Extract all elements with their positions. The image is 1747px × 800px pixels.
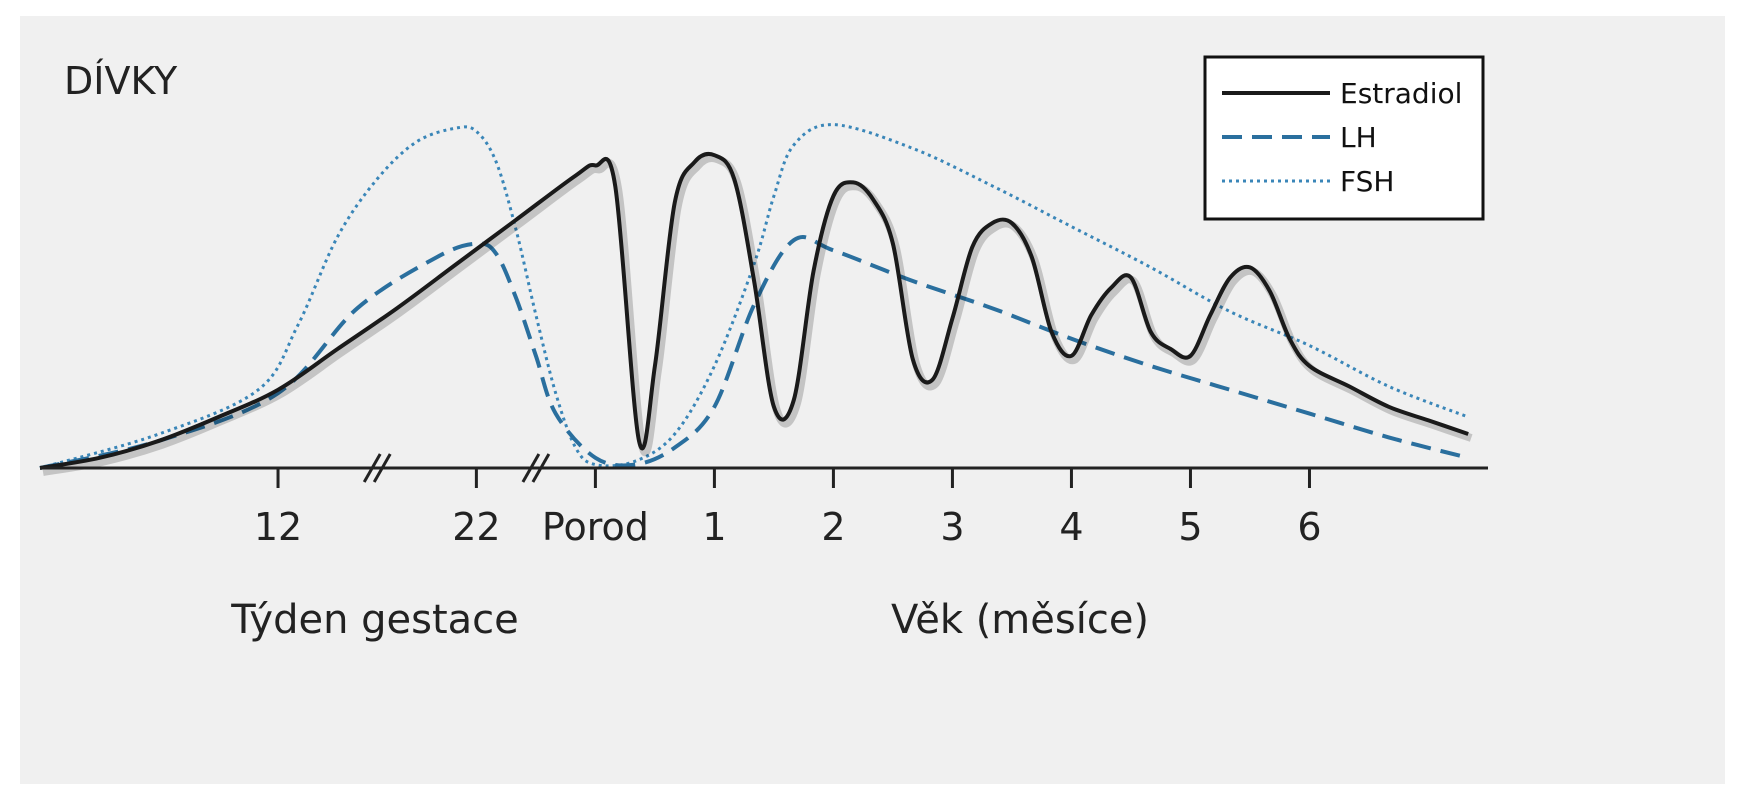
legend-label-fsh: FSH	[1340, 165, 1394, 198]
axis-break-mark	[531, 453, 551, 483]
chart-title: DÍVKY	[64, 59, 178, 103]
series-line-fsh	[39, 123, 1469, 470]
x-axis-label-age: Věk (měsíce)	[891, 597, 1149, 643]
x-tick-label: 6	[1297, 505, 1321, 549]
chart-panel: DÍVKY 12 22 Porod 1 2 3 4 5 6 Týden gestace Věk …	[20, 16, 1725, 784]
legend-label-lh: LH	[1340, 121, 1377, 154]
x-axis-label-gestation: Týden gestace	[230, 597, 519, 643]
x-tick-label: 5	[1178, 505, 1202, 549]
axis-break-mark	[362, 453, 382, 483]
series-line-estradiol	[39, 151, 1469, 470]
x-tick-label: 12	[254, 505, 302, 549]
x-tick-label: 2	[821, 505, 845, 549]
legend-label-estradiol: Estradiol	[1340, 77, 1462, 110]
series-lines	[39, 123, 1473, 476]
x-tick-label: 1	[702, 505, 726, 549]
legend: Estradiol LH FSH	[1203, 55, 1485, 221]
hormone-chart: DÍVKY 12 22 Porod 1 2 3 4 5 6 Týden gestace Věk …	[39, 55, 1488, 643]
series-line-lh	[39, 235, 1469, 470]
x-tick-label: 4	[1059, 505, 1083, 549]
x-tick-label: 22	[452, 505, 500, 549]
x-axis-ticks: 12 22 Porod 1 2 3 4 5 6	[254, 453, 1322, 549]
legend-box	[1203, 55, 1485, 221]
axis-break-mark	[521, 453, 541, 483]
x-tick-label: Porod	[542, 505, 649, 549]
axis-break-mark	[372, 453, 392, 483]
x-tick-label: 3	[940, 505, 964, 549]
